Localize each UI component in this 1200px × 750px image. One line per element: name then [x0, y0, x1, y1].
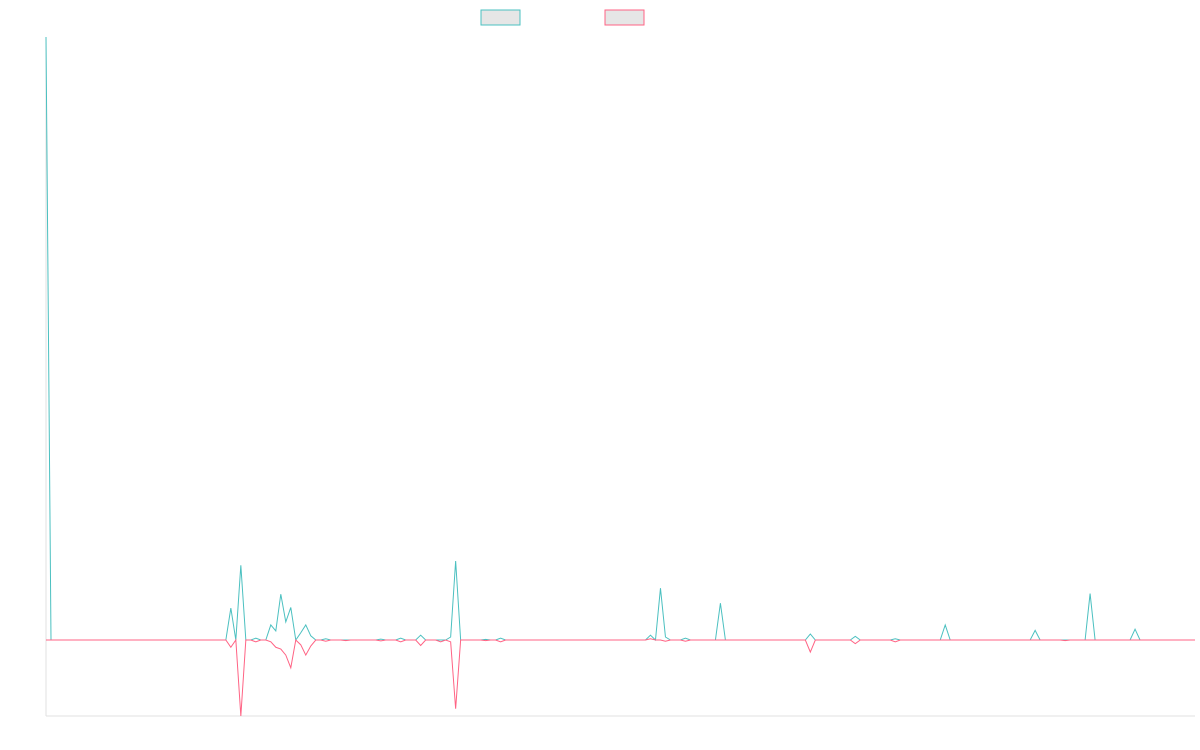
legend-swatch	[604, 9, 645, 26]
series-line	[45, 36, 1195, 642]
legend-swatch	[480, 9, 521, 26]
series-line	[46, 638, 1195, 717]
